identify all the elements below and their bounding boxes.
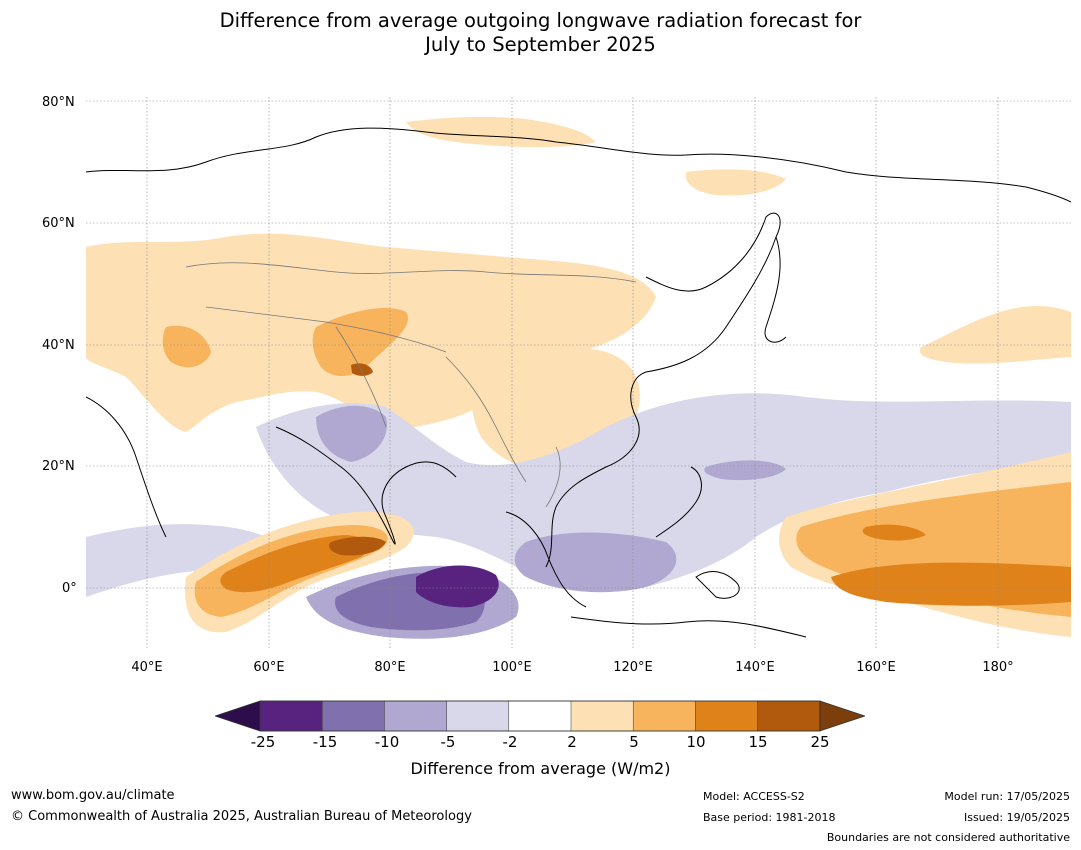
- colorbar-cell: [508, 700, 572, 732]
- lon-label-160e: 160°E: [856, 660, 896, 675]
- anomaly-region-negative-west-pacific: [256, 393, 1071, 592]
- model-run-text: Model run: 17/05/2025: [944, 790, 1070, 803]
- colorbar-tick: 2: [567, 733, 577, 751]
- anomaly-region-positive-east-pacific-core-south: [831, 562, 1071, 606]
- lat-label-60n: 60°N: [42, 216, 75, 231]
- colorbar-tick: 10: [686, 733, 706, 751]
- anomaly-region-positive-arabian-sea-peak: [329, 536, 386, 556]
- lon-label-140e: 140°E: [735, 660, 775, 675]
- colorbar-title: Difference from average (W/m2): [410, 759, 671, 778]
- country-borders: [185, 262, 637, 508]
- title-line-2: July to September 2025: [425, 33, 656, 56]
- colorbar-cell: [384, 700, 448, 732]
- colorbar-cell: [321, 700, 386, 732]
- chart-title: Difference from average outgoing longwav…: [0, 9, 1081, 57]
- lat-label-equator: 0°: [62, 581, 77, 596]
- colorbar-tick: 25: [810, 733, 830, 751]
- colorbar-cell: [757, 700, 821, 732]
- olr-anomaly-map: [86, 97, 1071, 650]
- title-line-1: Difference from average outgoing longwav…: [219, 9, 862, 32]
- lon-label-120e: 120°E: [613, 660, 653, 675]
- lon-label-60e: 60°E: [253, 660, 285, 675]
- model-text: Model: ACCESS-S2: [703, 790, 805, 803]
- anomaly-region-positive-tibet-core: [351, 363, 373, 376]
- lat-label-80n: 80°N: [42, 95, 75, 110]
- website-link[interactable]: www.bom.gov.au/climate: [11, 788, 175, 803]
- anomaly-region-positive-npacific: [919, 306, 1071, 364]
- anomaly-region-negative-bay-of-bengal: [316, 405, 387, 462]
- colorbar-tick: 5: [629, 733, 639, 751]
- lon-label-40e: 40°E: [131, 660, 163, 675]
- issued-text: Issued: 19/05/2025: [963, 811, 1070, 824]
- base-period-text: Base period: 1981-2018: [703, 811, 836, 824]
- anomaly-region-positive-east-pacific-core-north: [862, 524, 926, 541]
- anomaly-region-negative-maritime: [514, 532, 677, 593]
- colorbar-tick: -2: [502, 733, 518, 751]
- lon-label-80e: 80°E: [374, 660, 406, 675]
- coastlines: [86, 127, 1071, 638]
- anomaly-region-negative-central-pacific: [704, 460, 786, 481]
- anomaly-region-positive-iran: [162, 325, 211, 368]
- lon-label-180: 180°: [982, 660, 1014, 675]
- colorbar: [215, 700, 865, 732]
- lon-label-100e: 100°E: [492, 660, 532, 675]
- copyright-text: © Commonwealth of Australia 2025, Austra…: [11, 809, 472, 824]
- colorbar-cell: [446, 700, 510, 732]
- colorbar-tick: -15: [312, 733, 338, 751]
- colorbar-cell: [259, 700, 323, 732]
- colorbar-extend-high: [819, 700, 865, 732]
- anomaly-region-positive-siberia: [685, 169, 786, 196]
- map-panel: [86, 97, 1071, 650]
- lat-label-20n: 20°N: [42, 459, 75, 474]
- anomaly-region-negative-core: [416, 565, 499, 608]
- colorbar-tick: 15: [748, 733, 768, 751]
- anomaly-region-positive-arctic: [406, 116, 596, 148]
- graticule: [86, 97, 1071, 650]
- colorbar-extend-low: [215, 700, 261, 732]
- disclaimer-text: Boundaries are not considered authoritat…: [826, 831, 1070, 844]
- colorbar-tick: -10: [374, 733, 400, 751]
- colorbar-tick: -25: [250, 733, 276, 751]
- colorbar-cell: [632, 700, 697, 732]
- anomaly-region-negative-indian-ocean: [86, 524, 286, 597]
- anomaly-region-positive-tibet: [312, 307, 408, 376]
- colorbar-tick: -5: [440, 733, 456, 751]
- colorbar-cell: [695, 700, 759, 732]
- colorbar-cell: [570, 700, 634, 732]
- lat-label-40n: 40°N: [42, 338, 75, 353]
